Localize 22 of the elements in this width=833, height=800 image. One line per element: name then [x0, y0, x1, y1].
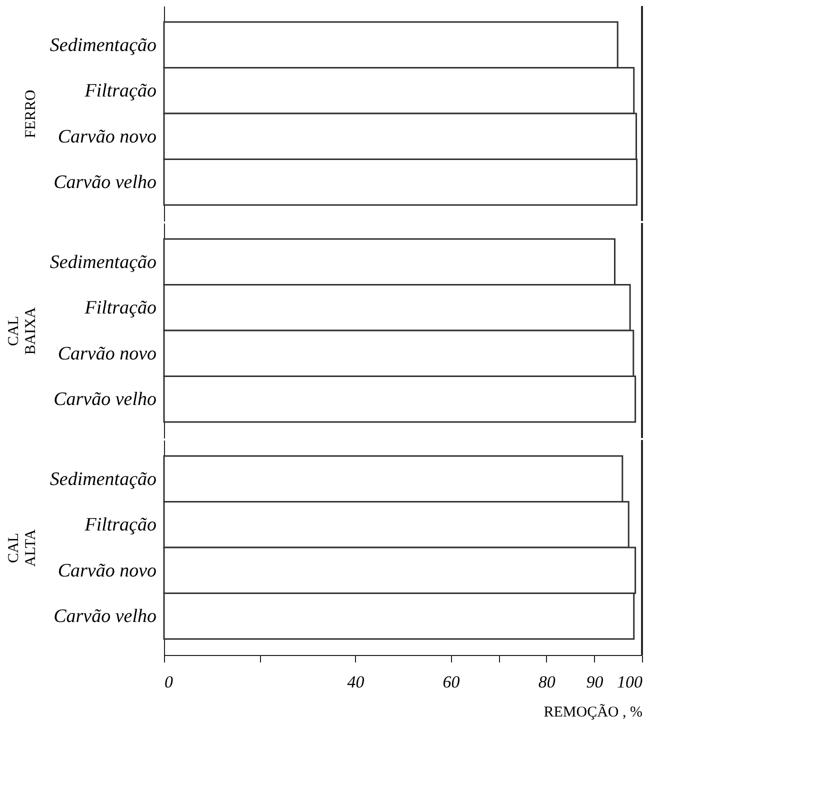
- x-tick-label: 0: [164, 672, 174, 692]
- y-tick-label: Filtração: [84, 80, 156, 102]
- y-tick-label: Carvão velho: [54, 389, 156, 410]
- y-tick-label: Filtração: [84, 298, 156, 319]
- x-tick-label: 100: [617, 672, 643, 692]
- x-tick-label: 90: [586, 672, 604, 692]
- y-tick-label: Sedimentação: [50, 468, 156, 490]
- y-tick-label: Carvão novo: [58, 126, 156, 148]
- x-tick-label: 80: [538, 672, 556, 692]
- y-axis-title: CAL ALTA: [6, 529, 39, 567]
- y-tick-label: Carvão novo: [58, 560, 156, 582]
- y-tick-label: Sedimentação: [50, 34, 156, 56]
- y-axis-title: FERRO: [22, 90, 39, 138]
- y-axis-title: CAL BAIXA: [6, 307, 39, 355]
- y-tick-label: Carvão novo: [58, 343, 156, 364]
- y-tick-label: Sedimentação: [50, 252, 156, 273]
- y-tick-label: Carvão velho: [54, 172, 156, 194]
- y-tick-label: Filtração: [84, 514, 156, 536]
- x-tick-label: 60: [442, 672, 460, 692]
- x-axis-title: REMOÇÃO , %: [544, 704, 642, 720]
- y-tick-label: Carvão velho: [54, 606, 156, 628]
- x-tick-label: 40: [347, 672, 365, 692]
